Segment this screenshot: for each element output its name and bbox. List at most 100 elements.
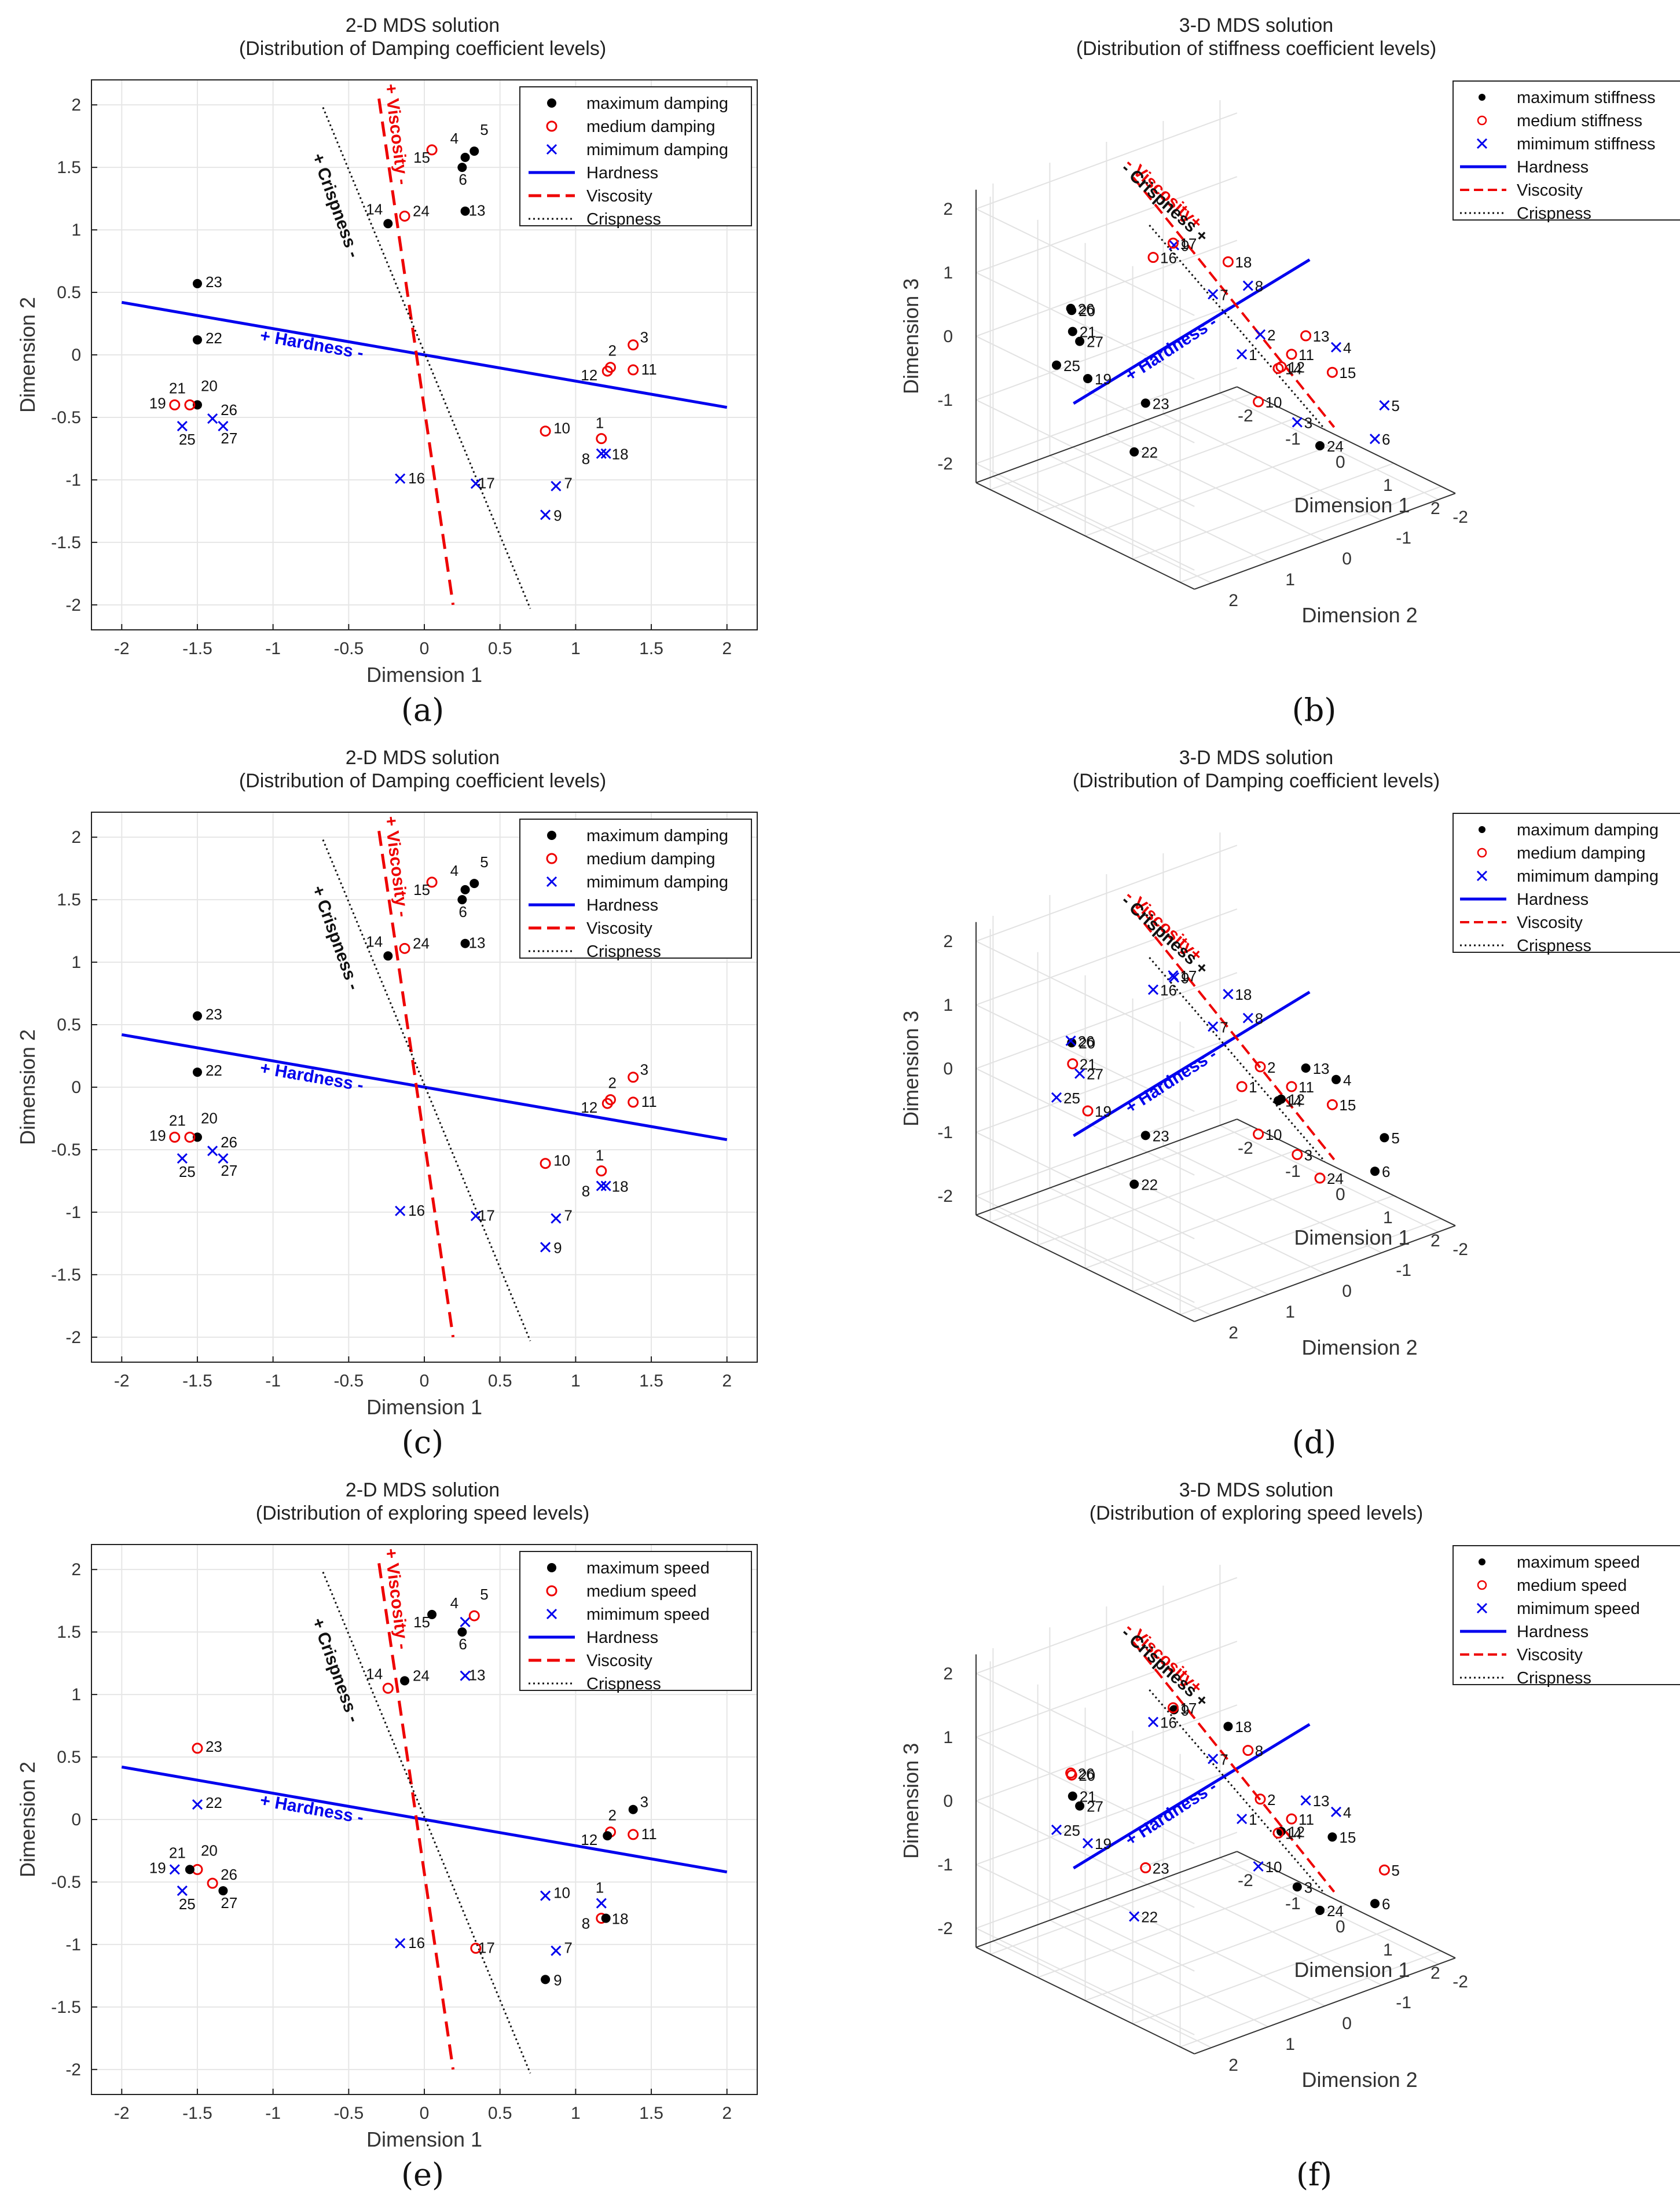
point-label: 5 — [480, 853, 488, 871]
legend-box — [519, 819, 752, 959]
legend-marker-max — [1479, 94, 1485, 101]
x-axis-label: Dimension 1 — [1294, 1226, 1410, 1249]
point-26 — [1065, 1767, 1077, 1779]
point-label: 25 — [179, 1163, 196, 1180]
chart-title: 3-D MDS solution — [1179, 1479, 1333, 1501]
point-label: 7 — [1220, 1018, 1228, 1036]
point-15 — [426, 876, 438, 888]
point-label: 19 — [149, 1859, 166, 1876]
point-3 — [628, 1072, 639, 1083]
point-4 — [460, 1616, 471, 1627]
point-16 — [395, 1205, 406, 1216]
point-label: 3 — [640, 1793, 648, 1811]
grid-back — [975, 335, 1195, 443]
grid-back — [975, 272, 1195, 380]
point-19 — [169, 1864, 180, 1875]
point-22 — [1129, 1179, 1139, 1189]
point-label: 27 — [221, 1894, 237, 1912]
point-label: 24 — [1327, 1170, 1344, 1187]
point-label: 15 — [413, 881, 430, 898]
x-tick-label: 1 — [571, 639, 581, 658]
x-tick-label: -2 — [1238, 1139, 1253, 1158]
legend-entry: Viscosity — [1517, 1646, 1583, 1664]
point-24 — [399, 210, 410, 222]
point-18 — [1223, 1722, 1233, 1732]
point-label: 1 — [596, 414, 604, 432]
point-21 — [1068, 1791, 1077, 1801]
point-3 — [628, 339, 639, 351]
y-tick-label: -1 — [1396, 1993, 1411, 2012]
point-15 — [427, 1609, 437, 1619]
point-24 — [1314, 1172, 1326, 1184]
grid-floor — [1132, 1195, 1394, 1292]
grid-left — [975, 1641, 1238, 1738]
legend-entry: Viscosity — [586, 187, 652, 206]
point-label: 17 — [478, 1206, 495, 1224]
point-label: 6 — [458, 1635, 467, 1653]
z-axis-label: Dimension 3 — [899, 278, 923, 394]
point-label: 15 — [1339, 1829, 1356, 1846]
point-label: 4 — [1343, 1804, 1351, 1821]
z-axis-label: Dimension 3 — [899, 1011, 923, 1127]
point-label: 1 — [596, 1879, 604, 1896]
point-label: 20 — [201, 1841, 218, 1859]
point-22 — [192, 1068, 202, 1077]
point-17 — [470, 1210, 481, 1221]
point-label: 8 — [582, 450, 590, 468]
point-4 — [1331, 1074, 1341, 1084]
y-tick-label: 0 — [1342, 2014, 1352, 2033]
legend-entry: Hardness — [1517, 158, 1589, 177]
grid-floor — [1106, 1899, 1326, 2006]
point-label: 5 — [480, 1586, 488, 1603]
point-label: 11 — [641, 1093, 657, 1110]
panel-caption: (a) — [401, 692, 444, 728]
legend-entry: maximum speed — [586, 1559, 710, 1578]
hardness-axis-line — [121, 1033, 728, 1142]
box-edge — [1194, 1225, 1456, 1322]
hardness-axis-line — [1073, 1723, 1311, 1870]
point-27 — [218, 1886, 228, 1896]
point-22 — [1129, 447, 1139, 457]
grid-back — [975, 1672, 1195, 1781]
legend-entry: maximum damping — [586, 827, 728, 845]
point-label: 17 — [1180, 967, 1197, 985]
point-21 — [185, 1865, 195, 1874]
z-tick-label: -2 — [937, 1919, 953, 1938]
y-tick-label: 0.5 — [57, 1748, 81, 1767]
point-label: 1 — [1249, 346, 1257, 364]
point-label: 23 — [206, 1738, 222, 1755]
point-label: 14 — [1285, 360, 1302, 377]
x-tick-label: 1.5 — [639, 639, 663, 658]
point-label: 9 — [553, 1239, 562, 1256]
point-label: 22 — [1141, 444, 1158, 461]
grid-back — [975, 1068, 1195, 1176]
point-27 — [218, 421, 229, 432]
legend-marker-med — [546, 853, 557, 864]
point-label: 7 — [1220, 286, 1228, 303]
point-17 — [470, 1942, 482, 1954]
y-tick-label: 1 — [1285, 2035, 1295, 2054]
legend-marker-max — [1479, 826, 1485, 833]
x-tick-label: 0 — [1336, 1917, 1345, 1936]
legend-marker-med — [546, 1585, 557, 1597]
y-tick-label: 2 — [71, 1560, 81, 1579]
point-label: 17 — [478, 474, 495, 491]
legend-entry: mimimum speed — [586, 1605, 710, 1624]
point-15 — [1326, 366, 1338, 378]
point-27 — [1075, 1801, 1085, 1811]
y-tick-label: -2 — [65, 1328, 81, 1347]
point-label: 23 — [206, 273, 222, 291]
legend-entry: Crispness — [586, 942, 661, 961]
grid-left — [975, 845, 1238, 942]
point-label: 5 — [1391, 1862, 1399, 1879]
point-6 — [457, 895, 467, 905]
point-27 — [1075, 336, 1085, 346]
point-label: 27 — [1087, 1066, 1103, 1083]
point-3 — [1292, 1149, 1303, 1160]
point-label: 13 — [1313, 1792, 1330, 1810]
grid-back — [975, 1004, 1195, 1112]
y-tick-label: 1 — [71, 953, 81, 972]
point-3 — [1292, 1882, 1302, 1892]
z-tick-label: 2 — [943, 932, 953, 951]
